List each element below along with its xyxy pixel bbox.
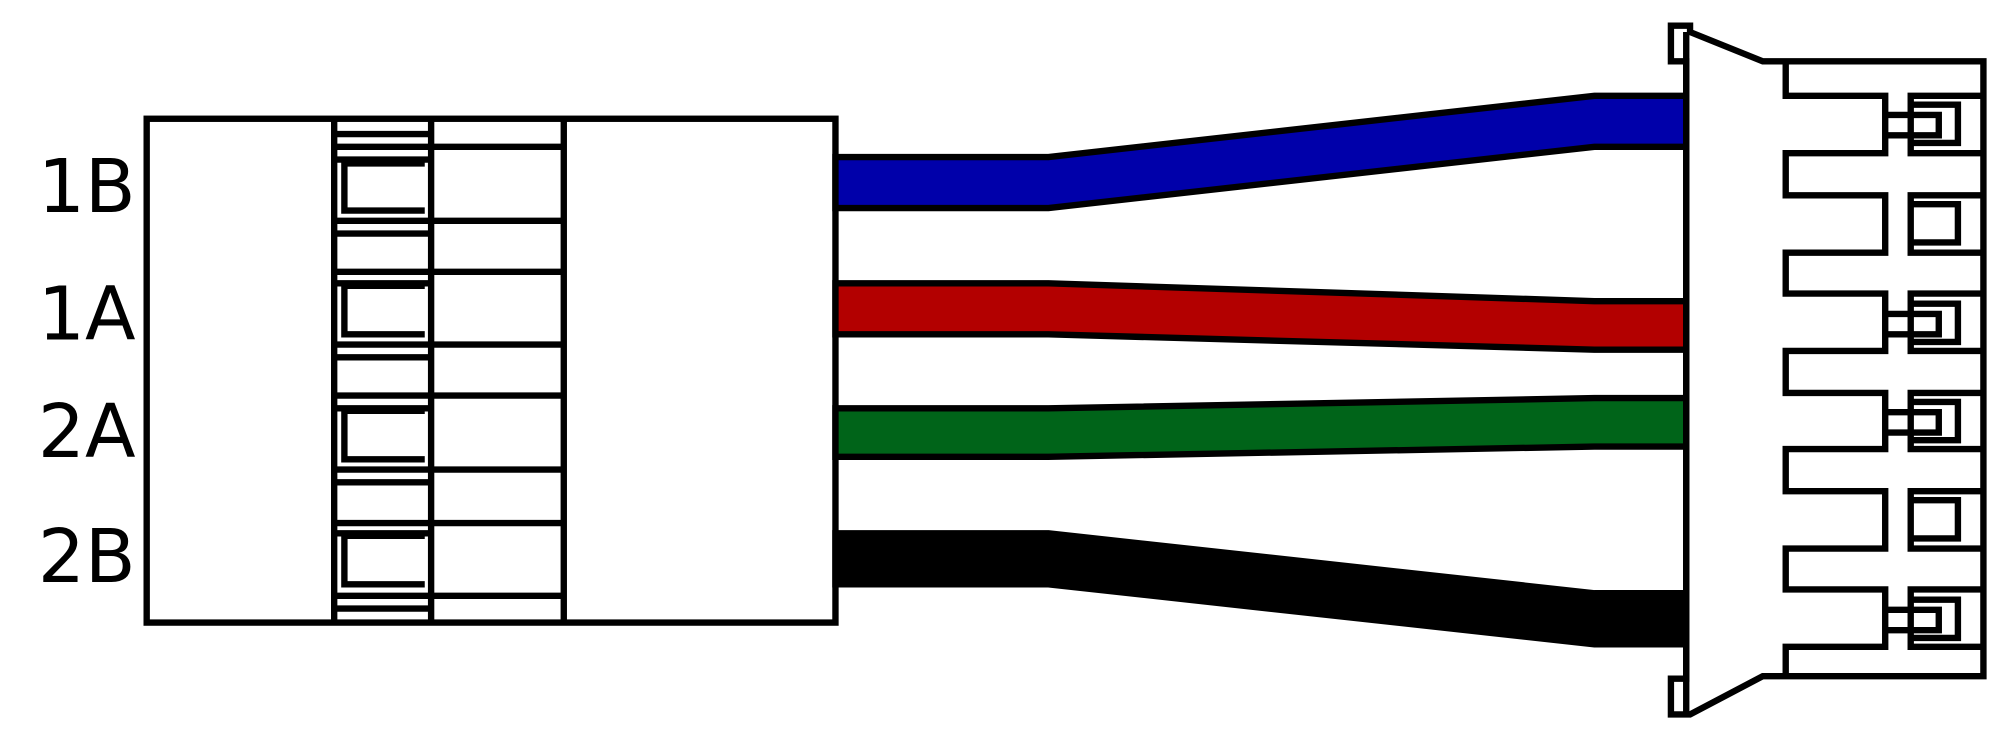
wire-label: 2B <box>38 514 136 600</box>
wires <box>832 92 1690 648</box>
right-connector <box>1667 22 1987 718</box>
wire-green <box>832 394 1690 460</box>
wire-black <box>832 530 1690 648</box>
left-connector <box>143 115 839 626</box>
housing-pins <box>1885 101 1962 642</box>
housing-comb <box>1782 61 1889 677</box>
housing-slots <box>1907 92 1984 651</box>
wire-label: 1A <box>38 272 136 358</box>
connector-latches <box>341 160 425 588</box>
wire-label: 2A <box>38 389 136 475</box>
wire-blue <box>832 92 1690 212</box>
wire-label: 1B <box>38 144 136 230</box>
connector-body <box>143 115 839 626</box>
connector-ribs <box>334 143 564 599</box>
connector-dividers <box>330 118 567 623</box>
wire-red <box>832 280 1690 353</box>
